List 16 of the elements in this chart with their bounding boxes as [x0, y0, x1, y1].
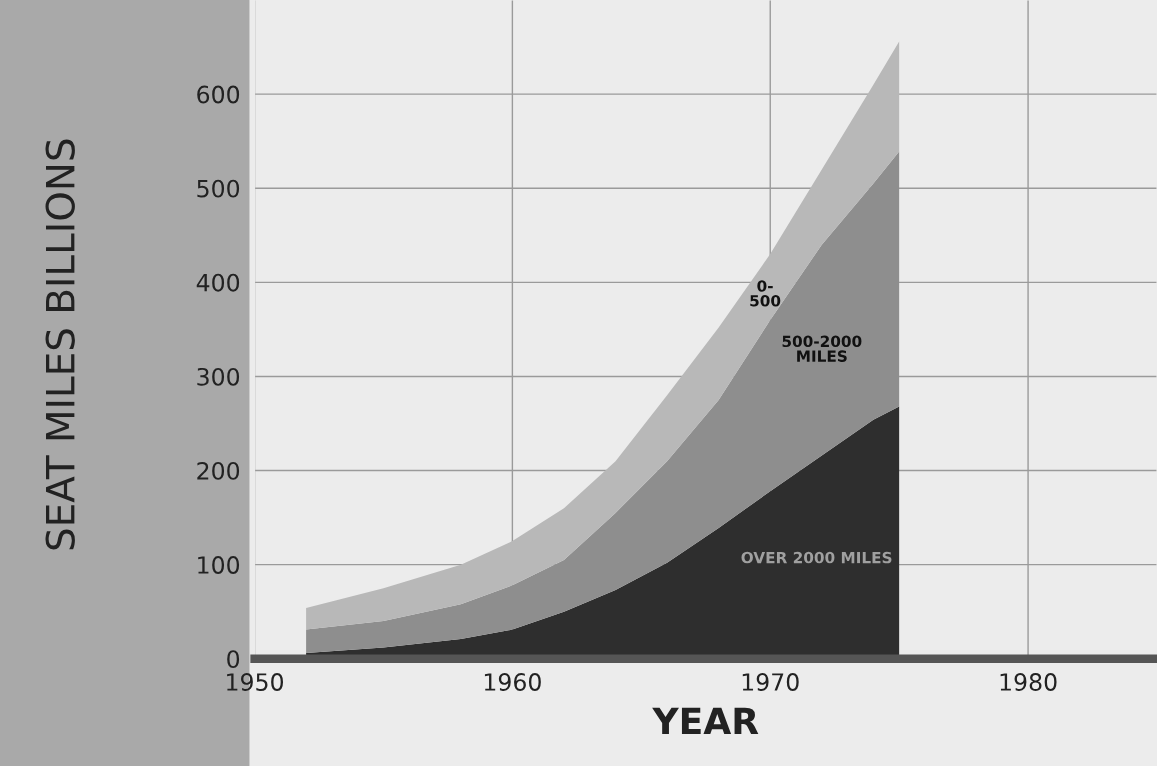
x-tick-label: 1950 [227, 673, 284, 691]
y-axis-title: SEAT MILES BILLIONS [45, 139, 75, 550]
x-tick-label: 1980 [1000, 673, 1057, 691]
y-tick-label: 300 [197, 367, 240, 386]
y-tick-label: 0 [227, 650, 240, 669]
series-label: 0- 500 [750, 280, 781, 307]
series-label: OVER 2000 MILES [741, 551, 892, 564]
x-axis-title: YEAR [652, 707, 759, 735]
x-tick-label: 1970 [742, 673, 799, 691]
y-tick-label: 500 [197, 179, 240, 198]
y-tick-label: 600 [197, 85, 240, 104]
y-tick-label: 200 [197, 461, 240, 480]
series-label: 500-2000 MILES [782, 335, 862, 362]
x-tick-label: 1960 [484, 673, 541, 691]
y-tick-label: 100 [198, 556, 240, 574]
y-tick-label: 400 [196, 273, 240, 292]
